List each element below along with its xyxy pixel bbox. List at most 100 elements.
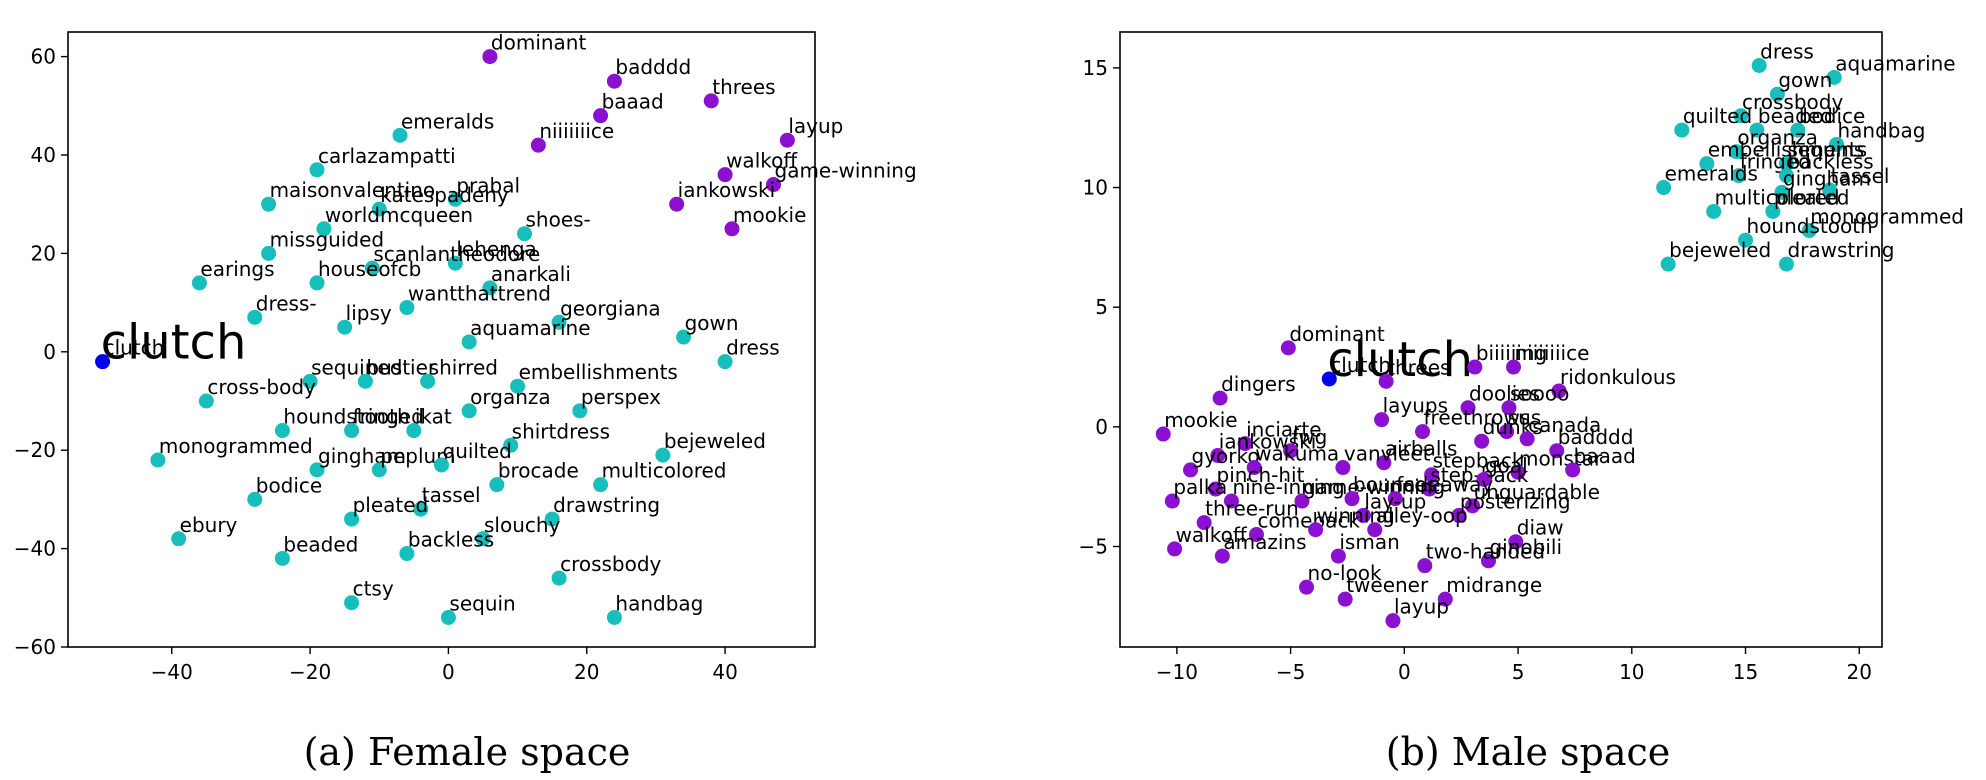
point-label: soooo xyxy=(1510,382,1569,406)
scatter-point-female xyxy=(406,423,422,439)
point-label: aquamarine xyxy=(1835,51,1955,75)
scatter-point-female xyxy=(371,201,387,217)
point-label: ginobili xyxy=(1489,535,1562,559)
scatter-point-female xyxy=(399,300,415,316)
scatter-point-female xyxy=(392,127,408,143)
point-label: backless xyxy=(1787,150,1873,174)
scatter-point-male xyxy=(1280,340,1296,356)
scatter-point-female xyxy=(1801,223,1817,239)
x-tick-label: 40 xyxy=(712,660,737,684)
scatter-point-female xyxy=(1829,136,1845,152)
point-label: vanvleet xyxy=(1344,442,1431,466)
scatter-point-male xyxy=(1451,507,1467,523)
point-label: slouchy xyxy=(484,513,561,537)
point-label: iankowski xyxy=(678,178,776,202)
point-label: badddd xyxy=(615,55,691,79)
scatter-point-male xyxy=(1246,460,1262,476)
point-label: inciarte xyxy=(1246,418,1321,442)
point-label: pleated xyxy=(353,493,429,517)
point-label: mookie xyxy=(733,203,806,227)
scatter-point-female xyxy=(247,491,263,507)
scatter-point-female xyxy=(593,477,609,493)
point-label: sus xyxy=(1508,406,1542,430)
point-label: katespadeny xyxy=(380,183,509,207)
y-tick-label: 20 xyxy=(31,241,56,265)
point-label: gown xyxy=(1778,68,1832,92)
scatter-point-female xyxy=(344,511,360,527)
scatter-point-female xyxy=(447,191,463,207)
point-label: ebury xyxy=(180,513,238,537)
point-label: cross-body xyxy=(207,375,316,399)
scatter-point-female xyxy=(717,354,733,370)
point-label: wantthattrend xyxy=(408,282,551,306)
point-label: dress- xyxy=(256,291,317,315)
scatter-point-male xyxy=(1421,481,1437,497)
point-label: houndstooth xyxy=(1747,214,1873,238)
scatter-point-male xyxy=(717,167,733,183)
point-label: emeralds xyxy=(401,109,494,133)
point-label: monogrammed xyxy=(159,434,313,458)
scatter-point-female xyxy=(198,393,214,409)
scatter-point-female xyxy=(1790,122,1806,138)
scatter-point-male xyxy=(1480,553,1496,569)
x-tick-label: −10 xyxy=(1156,660,1198,684)
point-label: pinch-hit xyxy=(1217,463,1305,487)
point-label: anarkali xyxy=(491,262,571,286)
point-label: backless xyxy=(408,528,494,552)
point-label: crossbody xyxy=(560,552,661,576)
scatter-point-male xyxy=(1355,507,1371,523)
point-label: fwg xyxy=(1292,425,1328,449)
point-label: ridonkulous xyxy=(1560,365,1676,389)
point-label: nine-inning xyxy=(1232,475,1344,499)
point-label: sequin xyxy=(449,591,515,615)
scatter-point-male xyxy=(1474,433,1490,449)
scatter-point-female xyxy=(274,423,290,439)
point-label: georgiana xyxy=(560,296,661,320)
point-label: handbag xyxy=(1838,118,1926,142)
point-label: amazins xyxy=(1223,530,1306,554)
point-label: iankowski xyxy=(1219,430,1317,454)
y-tick-label: −60 xyxy=(14,635,56,659)
scatter-point-male xyxy=(1460,400,1476,416)
scatter-point-female xyxy=(489,477,505,493)
scatter-point-female xyxy=(572,403,588,419)
scatter-point-male xyxy=(1196,515,1212,531)
point-label: bodice xyxy=(256,473,322,497)
scatter-point-male xyxy=(703,93,719,109)
point-label: organza xyxy=(470,385,550,409)
scatter-point-male xyxy=(1210,448,1226,464)
scatter-point-female xyxy=(413,501,429,517)
point-label: monogrammed xyxy=(1810,205,1964,229)
point-label: freethrows xyxy=(1424,406,1531,430)
point-label: tweener xyxy=(1346,573,1429,597)
scatter-point-female xyxy=(1826,69,1842,85)
scatter-point-female xyxy=(1738,232,1754,248)
point-label: layup xyxy=(788,114,843,138)
scatter-point-male xyxy=(1248,527,1264,543)
point-label: houndstooth xyxy=(283,405,409,429)
point-label: bejeweled xyxy=(664,429,766,453)
point-label: handbag xyxy=(615,591,703,615)
point-label: monstar xyxy=(1519,446,1603,470)
scatter-point-female xyxy=(482,280,498,296)
scatter-point-male xyxy=(1506,359,1522,375)
scatter-point-male xyxy=(1424,467,1440,483)
scatter-point-male xyxy=(1467,359,1483,375)
x-tick-label: 20 xyxy=(1847,660,1872,684)
scatter-point-female xyxy=(447,255,463,271)
point-label: bejeweled xyxy=(1669,238,1771,262)
scatter-point-female xyxy=(1765,203,1781,219)
point-label: organza xyxy=(1737,126,1818,150)
point-label: airballs xyxy=(1385,437,1458,461)
point-label: shirred xyxy=(429,355,498,379)
point-label: bodice xyxy=(1799,104,1865,128)
point-label: dress xyxy=(1760,40,1814,64)
scatter-point-male xyxy=(1164,493,1180,509)
point-label: threes xyxy=(1387,355,1450,379)
scatter-point-female xyxy=(517,226,532,242)
scatter-point-female xyxy=(461,334,477,350)
scatter-point-male xyxy=(1565,462,1581,478)
scatter-point-female xyxy=(261,245,277,261)
point-label: shirtdress xyxy=(512,419,610,443)
scatter-point-male xyxy=(1214,548,1230,564)
